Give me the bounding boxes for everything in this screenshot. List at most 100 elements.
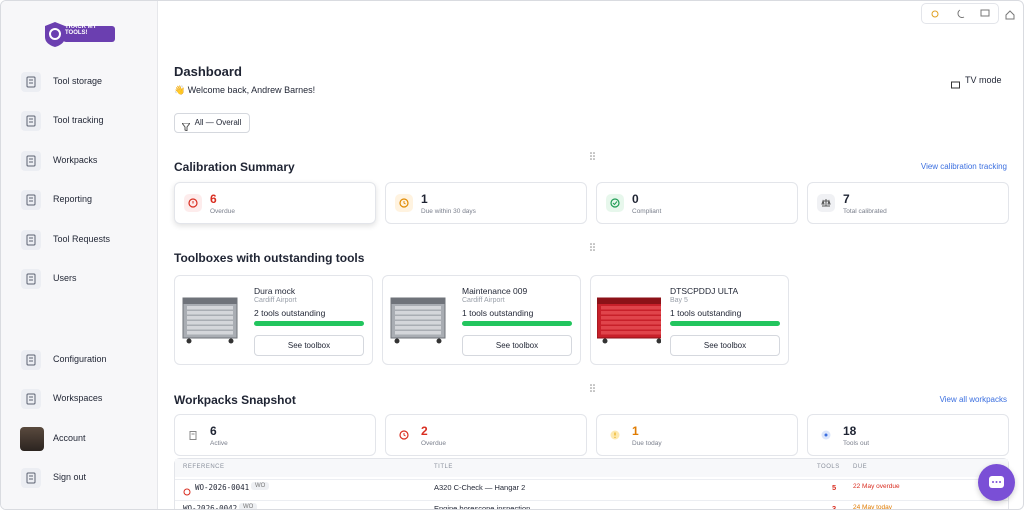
stat-value: 1 [632,424,639,438]
stat-icon [184,426,202,444]
column-header: TITLE [434,464,453,470]
drag-handle[interactable] [590,147,596,165]
see-toolbox[interactable]: See toolbox [462,335,572,356]
nav-item[interactable]: Account [53,433,86,443]
nav-icon [21,269,41,289]
row-divider [175,479,1008,480]
stat-label: Total calibrated [843,208,887,215]
toolbox-card: Dura mock Cardiff Airport 2 tools outstand… [174,275,373,365]
toolbox-location: Cardiff Airport [254,297,297,304]
column-header: REFERENCE [183,464,225,470]
nav-item[interactable]: Tool tracking [53,115,104,125]
stat-icon [395,426,413,444]
stat-icon [606,194,624,212]
section-link[interactable]: View calibration tracking [920,162,1007,171]
nav-icon [21,389,41,409]
home-icon[interactable] [1005,7,1015,25]
stat-card[interactable]: 18 Tools out [807,414,1009,456]
stat-label: Active [210,440,228,447]
reference[interactable]: WO-2026-0041 [195,483,250,492]
drag-handle[interactable] [590,238,596,256]
stat-label: Due within 30 days [421,208,476,215]
nav-item[interactable]: Tool Requests [53,234,111,244]
section-title: Calibration Summary [174,160,295,174]
nav-item[interactable]: Sign out [53,472,87,482]
toolbox-image [181,294,245,349]
nav-icon [21,111,41,131]
stat-label: Overdue [421,440,446,447]
drag-handle[interactable] [590,379,596,397]
tv-mode[interactable]: TV mode [965,75,1002,85]
stat-card[interactable]: 1 Due within 30 days [385,182,587,224]
stat-card[interactable]: 6 Active [174,414,376,456]
nav-item[interactable]: Reporting [53,194,93,204]
avatar [20,427,44,451]
nav-icon [21,72,41,92]
tools: 5 [832,483,837,492]
title: A320 C-Check — Hangar 2 [434,483,526,492]
section-link[interactable]: View all workpacks [939,395,1007,404]
stat-value: 6 [210,192,217,206]
stat-card[interactable]: 2 Overdue [385,414,587,456]
chat-button[interactable] [978,464,1015,501]
nav-icon [21,350,41,370]
stat-value: 18 [843,424,857,438]
toolbox-outstanding: 2 tools outstanding [254,308,326,318]
progress-bar [670,321,780,326]
toolbox-card: DTSCPDDJ ULTA Bay 5 1 tools outstanding See… [590,275,789,365]
stat-value: 1 [421,192,428,206]
toolbox-location: Bay 5 [670,297,688,304]
filter-button[interactable]: All — Overall [174,113,250,133]
type-tag: WO [251,482,270,490]
logo-mark [45,22,115,47]
toolbox-name: Maintenance 009 [462,286,528,296]
title: Engine borescope inspection [434,504,531,510]
nav-icon [21,230,41,250]
tools: 3 [832,504,837,510]
stat-icon [817,194,835,212]
table-header-bg [175,459,1008,477]
type-tag: WO [239,503,258,509]
nav-item[interactable]: Tool storage [53,76,103,86]
toolbox-location: Cardiff Airport [462,297,505,304]
column-header: TOOLS [817,464,840,470]
progress-bar [462,321,572,326]
logo-text: TRACK MY TOOLS! [65,24,97,36]
nav-item[interactable]: Configuration [53,354,107,364]
nav-item[interactable]: Workspaces [53,393,103,403]
reference[interactable]: WO-2026-0042 [183,504,238,510]
stat-label: Due today [632,440,662,447]
stat-value: 0 [632,192,639,206]
stat-label: Overdue [210,208,235,215]
toolbox-name: Dura mock [254,286,296,296]
toolbox-image [596,294,668,349]
stat-card[interactable]: 0 Compliant [596,182,798,224]
tv-icon [951,76,960,94]
toolbox-outstanding: 1 tools outstanding [670,308,742,318]
nav-item[interactable]: Users [53,273,77,283]
theme-switch [921,3,999,24]
nav-icon [21,468,41,488]
stat-value: 7 [843,192,850,206]
due: 24 May today [853,504,893,510]
row-divider [175,500,1008,501]
sidebar: TRACK MY TOOLS! Tool storage Tool trackin… [1,1,158,509]
workpacks-table: REFERENCE TITLE TOOLS DUE WO-2026-0041 WO A320… [174,458,1009,510]
stat-icon [817,426,835,444]
stat-label: Compliant [632,208,662,215]
toolbox-outstanding: 1 tools outstanding [462,308,534,318]
stat-icon [184,194,202,212]
see-toolbox[interactable]: See toolbox [254,335,364,356]
stat-icon [395,194,413,212]
stat-card[interactable]: 7 Total calibrated [807,182,1009,224]
stat-value: 6 [210,424,217,438]
stat-card[interactable]: 6 Overdue [174,182,376,224]
stat-label: Tools out [843,440,870,447]
stat-card[interactable]: 1 Due today [596,414,798,456]
see-toolbox[interactable]: See toolbox [670,335,780,356]
progress-bar [254,321,364,326]
toolbox-name: DTSCPDDJ ULTA [670,286,739,296]
nav-item[interactable]: Workpacks [53,155,98,165]
filter-icon [181,118,191,136]
